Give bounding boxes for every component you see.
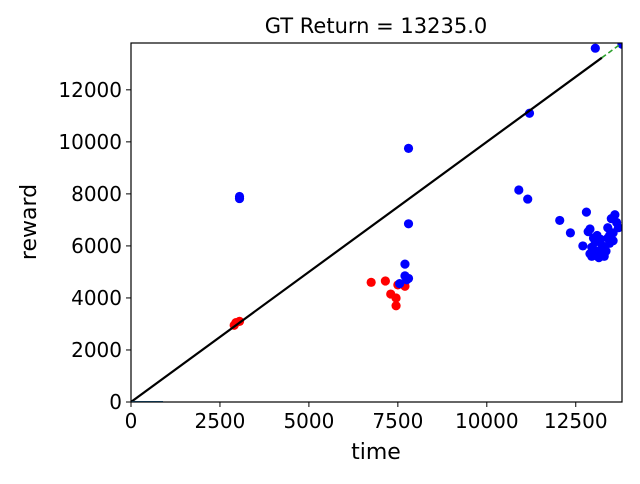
data-point: [514, 185, 524, 195]
x-tick-label: 12500: [544, 409, 608, 433]
y-axis-ticks: 0 2000 4000 6000 8000 10000 12000: [58, 78, 131, 414]
data-point: [403, 143, 414, 153]
x-tick-label: 7500: [372, 409, 423, 433]
data-point: [555, 215, 565, 226]
y-tick-label: 4000: [71, 286, 122, 310]
data-point: [402, 275, 412, 285]
data-point: [608, 236, 618, 246]
data-point: [391, 293, 401, 303]
data-point: [617, 43, 622, 49]
data-point: [565, 228, 576, 238]
y-tick-label: 2000: [71, 338, 122, 362]
data-point: [395, 279, 405, 289]
chart-title: GT Return = 13235.0: [265, 14, 488, 38]
x-tick-label: 0: [125, 409, 138, 433]
y-tick-label: 6000: [71, 234, 122, 258]
x-tick-label: 5000: [283, 409, 334, 433]
x-axis-ticks: 0 2500 5000 7500 10000 12500: [125, 402, 608, 433]
y-axis-label: reward: [17, 184, 42, 260]
data-point: [400, 259, 410, 269]
plot-area: [131, 43, 622, 402]
reference-line: [131, 56, 603, 402]
data-point: [610, 210, 620, 220]
x-axis-label: time: [351, 440, 401, 465]
data-point: [380, 276, 390, 286]
data-point: [524, 108, 535, 118]
data-point: [601, 246, 611, 256]
data-point: [581, 207, 592, 217]
data-point: [613, 223, 622, 233]
plot-frame: [130, 42, 623, 403]
data-point: [590, 43, 600, 53]
data-point: [234, 193, 245, 204]
data-point: [403, 219, 414, 229]
data-point: [585, 224, 595, 234]
data-point: [391, 301, 401, 311]
y-tick-label: 8000: [71, 182, 122, 206]
data-point: [578, 241, 588, 251]
x-tick-label: 10000: [455, 409, 519, 433]
x-tick-label: 2500: [194, 409, 245, 433]
data-point: [366, 277, 376, 287]
y-tick-label: 10000: [58, 130, 122, 154]
y-tick-label: 12000: [58, 78, 122, 102]
y-tick-label: 0: [109, 390, 122, 414]
data-point: [523, 194, 533, 204]
extension-line: [601, 43, 622, 59]
